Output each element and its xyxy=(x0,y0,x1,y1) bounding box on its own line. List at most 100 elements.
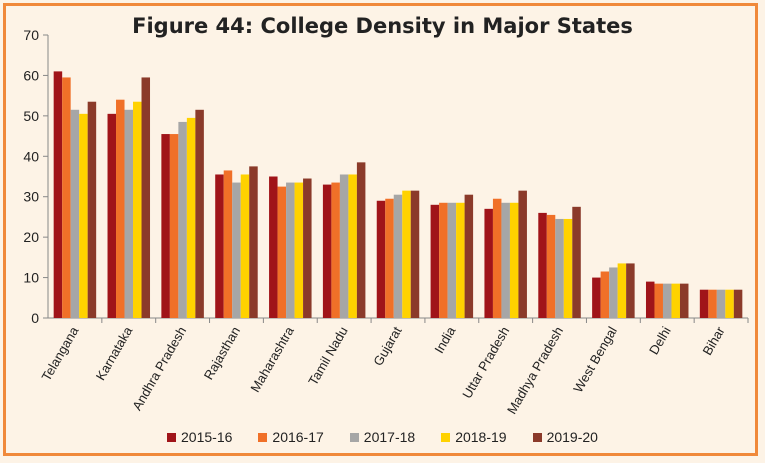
legend-label: 2016-17 xyxy=(272,429,324,445)
bar xyxy=(447,202,457,318)
y-tick-label: 50 xyxy=(23,108,39,124)
bar xyxy=(617,263,627,318)
bar xyxy=(87,101,97,319)
bar xyxy=(708,289,717,318)
bar xyxy=(249,166,258,318)
bar xyxy=(572,206,581,318)
legend-item: 2019-20 xyxy=(532,429,598,445)
bar xyxy=(169,134,179,318)
x-tick-label: Madhya Pradesh xyxy=(504,324,566,417)
bar xyxy=(286,182,295,318)
y-tick-label: 30 xyxy=(23,189,39,205)
bar xyxy=(546,214,556,318)
x-tick-label: Karnataka xyxy=(93,323,136,382)
x-tick-label: Delhi xyxy=(646,324,674,357)
bar xyxy=(393,194,403,318)
bar xyxy=(385,198,394,318)
bar xyxy=(141,77,151,318)
x-tick-label: Rajasthan xyxy=(201,324,243,382)
bar xyxy=(725,289,734,318)
legend-label: 2018-19 xyxy=(455,429,507,445)
x-tick-label: Telangana xyxy=(39,323,82,383)
x-tick-label: Bihar xyxy=(700,323,728,357)
bar xyxy=(303,178,312,318)
legend-label: 2019-20 xyxy=(546,429,598,445)
bar xyxy=(563,218,573,318)
bar xyxy=(240,174,250,318)
bar xyxy=(484,208,493,318)
y-tick-label: 60 xyxy=(23,67,39,83)
bar xyxy=(654,283,663,318)
bar xyxy=(430,204,440,318)
bar xyxy=(331,182,340,318)
x-tick-label: West Bengal xyxy=(570,324,620,395)
legend-swatch xyxy=(349,432,359,442)
bar xyxy=(376,200,386,318)
y-tick-label: 40 xyxy=(23,148,39,164)
x-tick-label: Gujarat xyxy=(370,324,404,369)
bar xyxy=(356,162,366,318)
bar xyxy=(161,134,170,318)
bar xyxy=(178,121,187,318)
bar xyxy=(79,113,88,318)
bar xyxy=(699,289,709,318)
legend-swatch xyxy=(167,432,177,442)
legend-item: 2018-19 xyxy=(441,429,507,445)
bar xyxy=(538,212,547,318)
bar xyxy=(662,283,672,318)
bar xyxy=(410,190,420,318)
legend-swatch xyxy=(532,432,542,442)
bar xyxy=(186,117,196,318)
chart-title: Figure 44: College Density in Major Stat… xyxy=(132,14,633,38)
bar xyxy=(555,218,564,318)
bar xyxy=(518,190,527,318)
bar xyxy=(716,289,726,318)
bar xyxy=(70,109,80,318)
legend-item: 2015-16 xyxy=(167,429,232,445)
legend-swatch xyxy=(441,432,451,442)
y-tick-label: 0 xyxy=(31,310,39,326)
bar xyxy=(609,267,618,318)
legend-label: 2017-18 xyxy=(363,429,416,445)
bar xyxy=(626,263,635,318)
bar xyxy=(232,182,241,318)
bar xyxy=(215,174,224,318)
bar xyxy=(339,174,349,318)
bar xyxy=(600,271,610,318)
bar xyxy=(348,174,357,318)
x-tick-label: India xyxy=(431,323,458,356)
bar xyxy=(223,170,233,318)
bar xyxy=(269,176,278,318)
bar xyxy=(107,113,117,318)
bar xyxy=(671,283,680,318)
bar xyxy=(124,109,134,318)
bar xyxy=(501,202,510,318)
y-tick-label: 70 xyxy=(23,27,39,43)
bar xyxy=(53,71,63,318)
y-tick-label: 20 xyxy=(23,229,39,245)
bar xyxy=(195,109,204,318)
bar xyxy=(645,281,655,318)
legend: 2015-16 2016-17 2017-18 2018-19 2019-20 xyxy=(0,429,765,445)
bar xyxy=(439,202,448,318)
x-tick-label: Maharashtra xyxy=(247,323,297,394)
legend-item: 2017-18 xyxy=(349,429,416,445)
bar xyxy=(402,190,411,318)
x-tick-label: Andhra Pradesh xyxy=(129,324,189,413)
bars xyxy=(53,71,743,319)
y-tick-label: 10 xyxy=(23,270,39,286)
bar xyxy=(679,283,689,318)
bar xyxy=(492,198,502,318)
bar xyxy=(456,202,465,318)
bar xyxy=(322,184,332,318)
bar xyxy=(464,194,474,318)
bar xyxy=(294,182,304,318)
x-tick-label: Tamil Nadu xyxy=(305,324,351,388)
bar xyxy=(133,101,142,319)
bar xyxy=(62,77,71,318)
bar xyxy=(733,289,743,318)
legend-item: 2016-17 xyxy=(258,429,324,445)
bar xyxy=(116,99,125,318)
